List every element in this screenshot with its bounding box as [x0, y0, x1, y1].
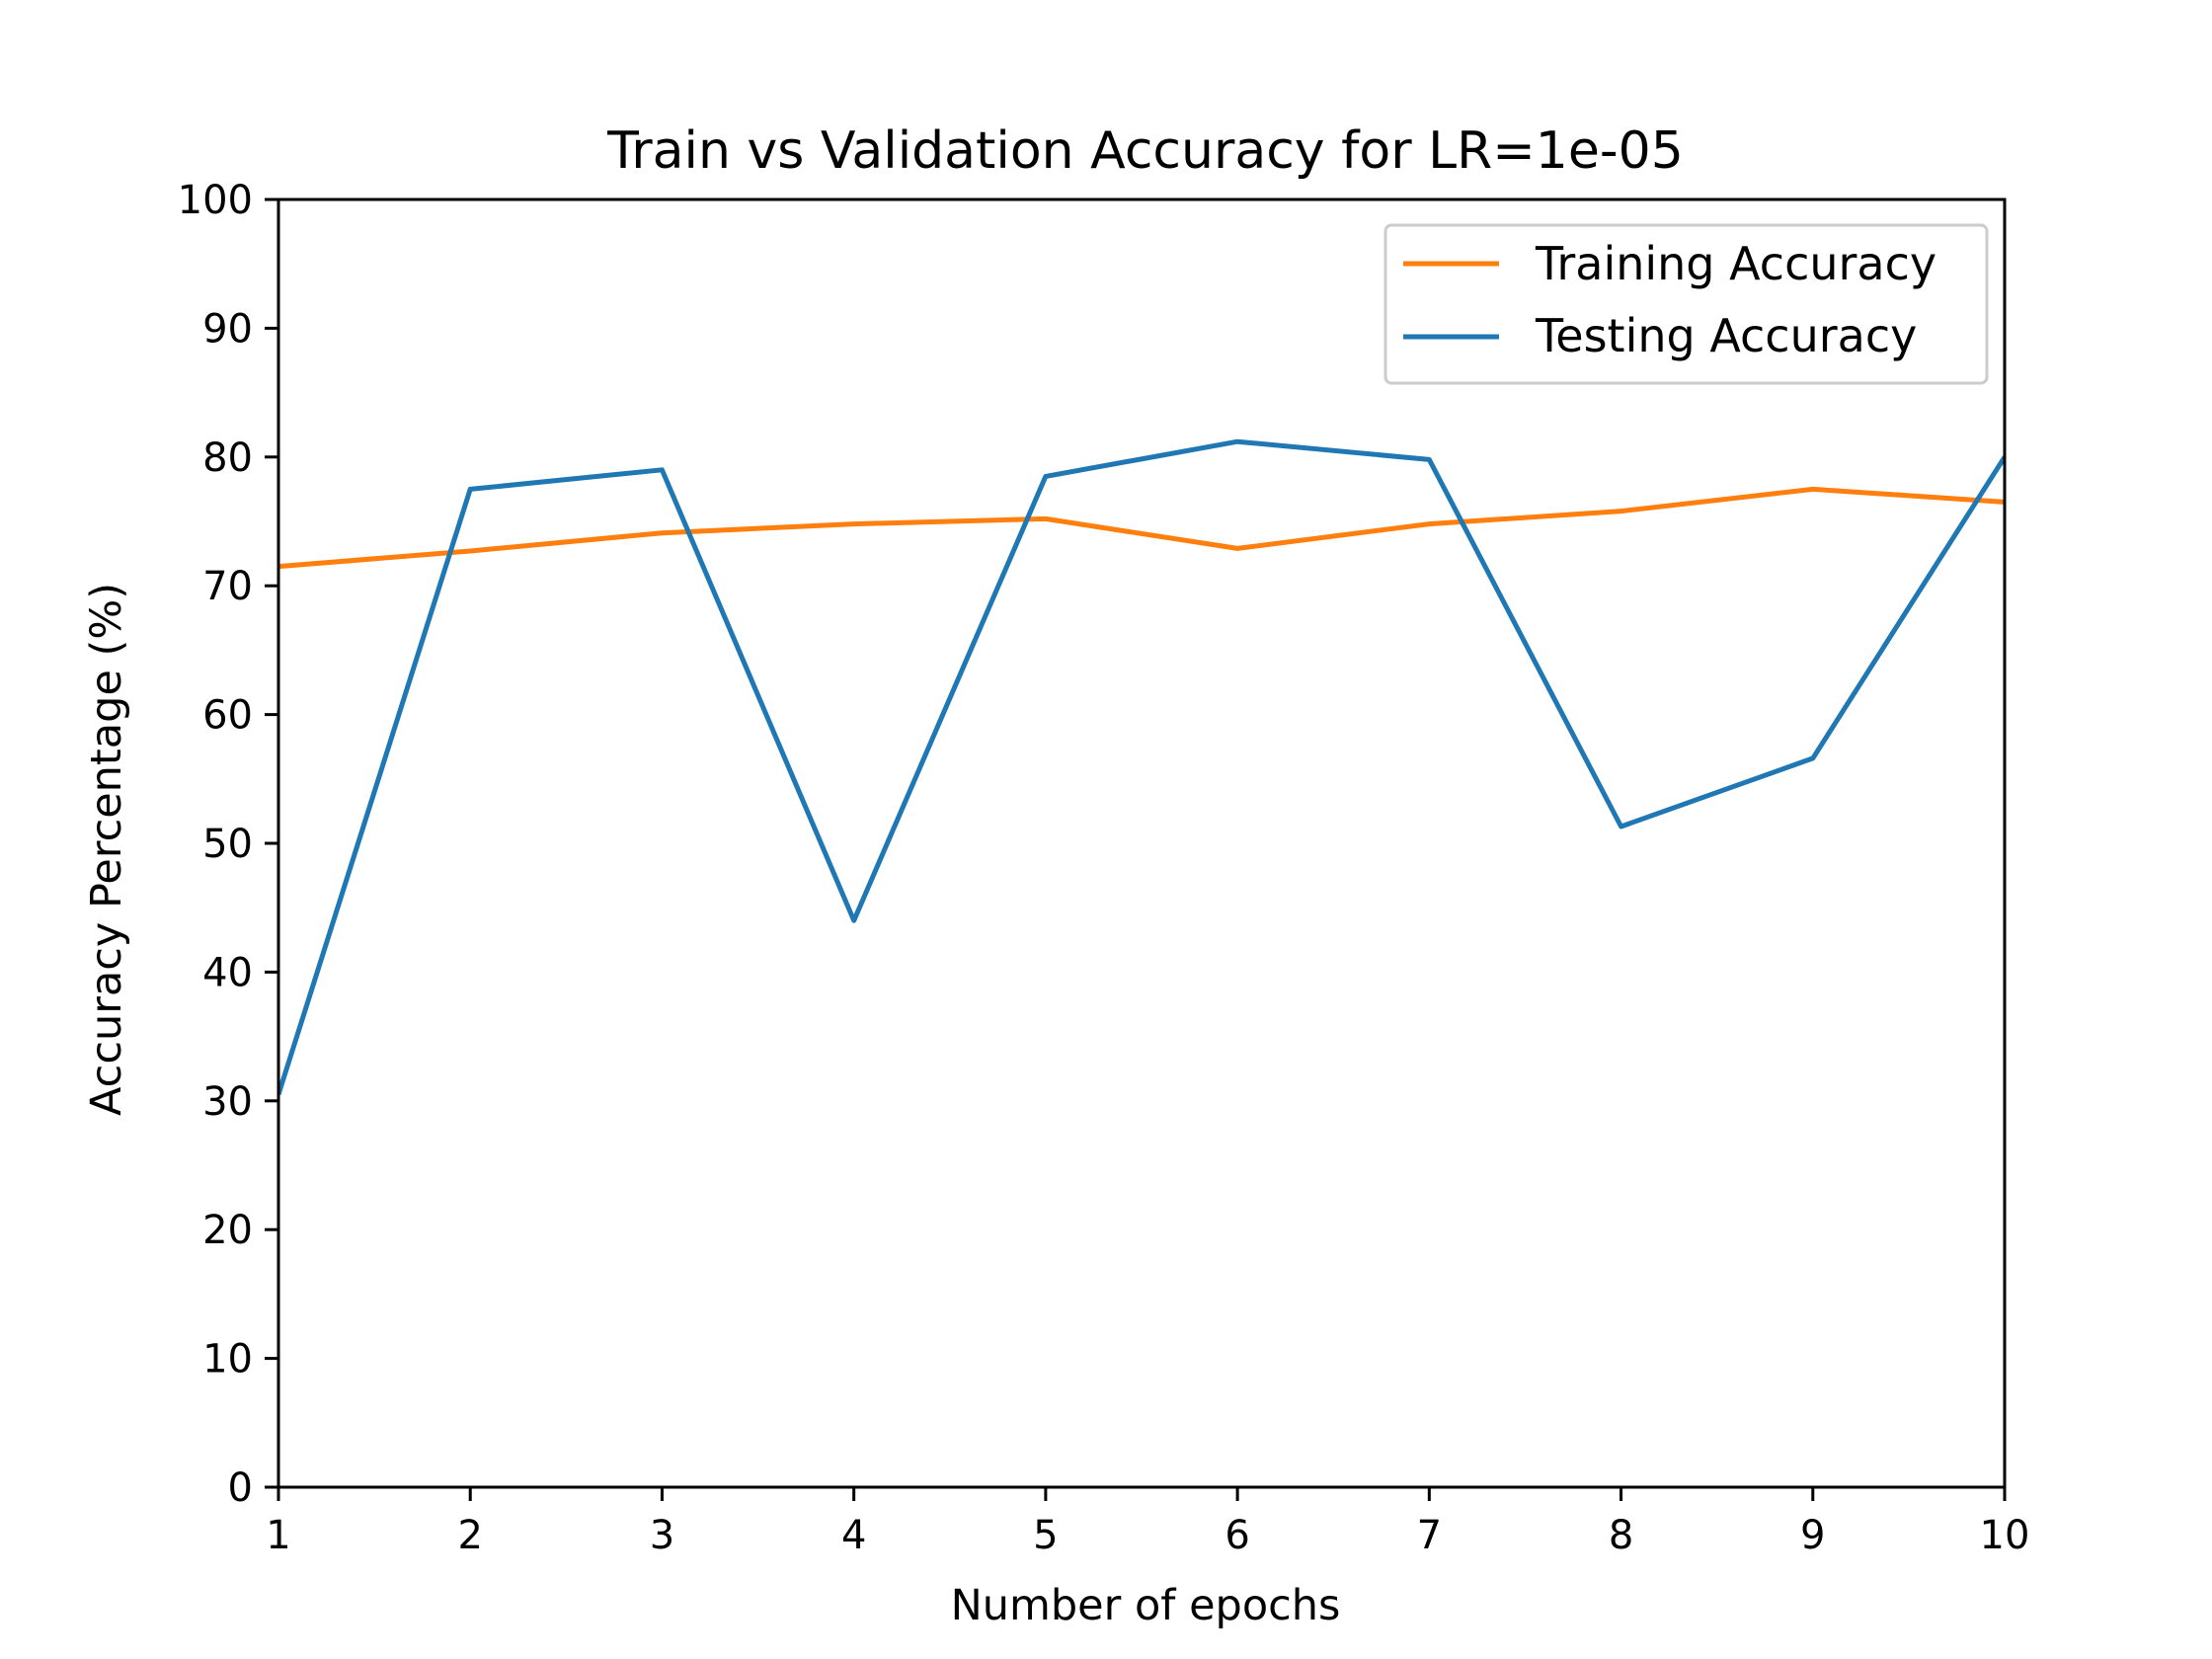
legend-label-training: Training Accuracy [1535, 237, 1936, 290]
x-axis-label: Number of epochs [951, 1581, 1341, 1630]
y-tick-label: 0 [228, 1465, 253, 1511]
x-tick-label: 2 [457, 1513, 482, 1558]
x-tick-label: 5 [1033, 1513, 1058, 1558]
x-tick-label: 8 [1609, 1513, 1633, 1558]
y-tick-label: 30 [202, 1079, 253, 1125]
x-tick-label: 4 [841, 1513, 866, 1558]
chart-title: Train vs Validation Accuracy for LR=1e-0… [606, 121, 1684, 181]
y-tick-label: 10 [202, 1337, 253, 1382]
series-line-testing-accuracy [278, 438, 2005, 1096]
y-tick-label: 70 [202, 564, 253, 609]
x-tick-label: 9 [1800, 1513, 1825, 1558]
y-tick-label: 80 [202, 435, 253, 481]
y-tick-label: 20 [202, 1208, 253, 1253]
series-line-training-accuracy [278, 486, 2005, 570]
legend-frame [1383, 223, 1989, 385]
x-tick-label: 10 [1980, 1513, 2030, 1558]
x-tick-label: 1 [266, 1513, 290, 1558]
y-axis-label: Accuracy Percentage (%) [82, 583, 131, 1116]
y-tick-label: 60 [202, 693, 253, 739]
legend-label-testing: Testing Accuracy [1535, 309, 1917, 362]
y-tick-label: 100 [178, 178, 253, 223]
legend: Training Accuracy Testing Accuracy [1383, 223, 1989, 385]
x-tick-label: 6 [1224, 1513, 1249, 1558]
y-tick-label: 90 [202, 306, 253, 352]
series-layer [278, 438, 2005, 1096]
y-tick-label: 40 [202, 950, 253, 995]
y-tick-label: 50 [202, 822, 253, 867]
x-tick-label: 3 [650, 1513, 674, 1558]
x-tick-label: 7 [1417, 1513, 1442, 1558]
